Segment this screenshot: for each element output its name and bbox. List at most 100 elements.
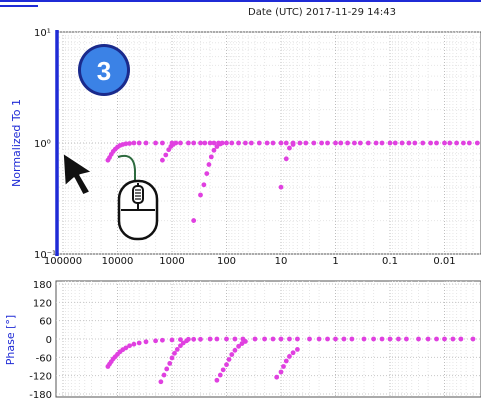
data-point bbox=[211, 147, 217, 153]
data-point bbox=[207, 336, 213, 342]
data-point bbox=[404, 336, 409, 342]
data-point bbox=[123, 345, 129, 351]
x-tick-label: 1000 bbox=[159, 256, 184, 267]
data-point bbox=[319, 140, 324, 146]
data-point bbox=[316, 336, 322, 342]
data-point bbox=[236, 343, 241, 349]
data-point bbox=[373, 140, 379, 146]
data-point bbox=[198, 140, 203, 146]
y-tick-label: -180 bbox=[29, 390, 52, 401]
x-tick-label: 100000 bbox=[44, 256, 82, 267]
data-point bbox=[214, 144, 220, 149]
data-point bbox=[274, 374, 280, 380]
data-point bbox=[211, 140, 217, 146]
data-point bbox=[191, 140, 197, 146]
data-point bbox=[229, 140, 235, 146]
data-point bbox=[270, 140, 276, 146]
y-tick-label: -60 bbox=[36, 353, 52, 364]
data-point bbox=[434, 336, 439, 342]
data-point bbox=[283, 140, 289, 146]
data-point bbox=[178, 337, 183, 343]
data-point bbox=[287, 336, 292, 342]
x-tick-label: 100 bbox=[217, 256, 236, 267]
data-point bbox=[425, 336, 431, 342]
data-point bbox=[207, 140, 213, 146]
data-point bbox=[278, 369, 284, 375]
step-badge-number: 3 bbox=[97, 56, 111, 86]
magnitude-y-axis-label: Normalized To 1 bbox=[10, 99, 23, 187]
data-point bbox=[442, 140, 447, 146]
step-badge-fill bbox=[81, 47, 127, 93]
data-point bbox=[290, 350, 296, 356]
cursor-arrow-icon bbox=[62, 152, 93, 196]
data-point bbox=[184, 338, 189, 344]
data-point bbox=[224, 140, 229, 146]
data-point bbox=[297, 140, 303, 146]
data-point bbox=[202, 140, 208, 146]
data-point bbox=[214, 336, 220, 342]
data-point bbox=[399, 140, 405, 146]
data-point bbox=[307, 336, 312, 342]
data-point bbox=[224, 336, 229, 342]
data-point bbox=[224, 362, 229, 368]
data-point bbox=[264, 140, 270, 146]
data-point bbox=[416, 336, 421, 342]
data-point bbox=[232, 336, 238, 342]
data-point bbox=[392, 140, 398, 146]
data-point bbox=[357, 140, 363, 146]
y-tick-label: 10⁰ bbox=[34, 139, 51, 150]
data-point bbox=[143, 339, 149, 345]
x-tick-label: 1 bbox=[332, 256, 338, 267]
data-point bbox=[160, 157, 165, 163]
data-point bbox=[191, 336, 197, 342]
data-point bbox=[217, 141, 223, 147]
data-point bbox=[262, 336, 267, 342]
data-point bbox=[283, 156, 289, 162]
data-point bbox=[158, 379, 164, 385]
data-point bbox=[361, 336, 367, 342]
data-point bbox=[349, 336, 355, 342]
data-point bbox=[167, 361, 173, 366]
data-point bbox=[204, 171, 210, 177]
data-point bbox=[169, 355, 175, 361]
data-point bbox=[270, 336, 276, 342]
data-point bbox=[153, 338, 158, 344]
data-point bbox=[143, 140, 149, 146]
data-point bbox=[325, 140, 330, 146]
x-tick-label: 0.01 bbox=[433, 256, 455, 267]
y-tick-label: 10¹ bbox=[34, 28, 51, 39]
data-point bbox=[338, 140, 344, 146]
data-point bbox=[434, 140, 439, 146]
phase-plot: 180 120 60 0 -60 -120 -180 Phase [°] bbox=[4, 280, 481, 401]
data-point bbox=[396, 336, 401, 342]
data-point bbox=[281, 364, 286, 369]
data-point bbox=[287, 354, 292, 359]
data-point bbox=[454, 140, 459, 146]
data-point bbox=[164, 366, 170, 372]
data-point bbox=[131, 140, 137, 146]
data-point bbox=[303, 140, 309, 146]
data-point bbox=[220, 367, 226, 373]
step-badge: 3 bbox=[78, 44, 130, 96]
y-tick-label: -120 bbox=[29, 372, 52, 383]
data-point bbox=[208, 154, 214, 160]
data-point bbox=[161, 372, 167, 378]
data-point bbox=[236, 140, 241, 146]
data-point bbox=[387, 336, 393, 342]
data-point bbox=[160, 140, 165, 146]
data-point bbox=[387, 140, 393, 146]
y-tick-label: 120 bbox=[33, 298, 52, 309]
mouse-scroll-icon bbox=[117, 154, 159, 241]
data-point bbox=[131, 341, 137, 347]
magnitude-series bbox=[105, 140, 480, 223]
x-tick-label: 10000 bbox=[102, 256, 134, 267]
data-point bbox=[371, 336, 376, 342]
data-point bbox=[345, 140, 350, 146]
data-point bbox=[174, 346, 180, 352]
data-point bbox=[123, 141, 129, 147]
x-tick-label: 0.1 bbox=[382, 256, 398, 267]
data-point bbox=[127, 141, 132, 146]
data-point bbox=[186, 140, 191, 146]
x-tick-label: 10 bbox=[275, 256, 288, 267]
y-tick-label: 180 bbox=[33, 280, 52, 291]
